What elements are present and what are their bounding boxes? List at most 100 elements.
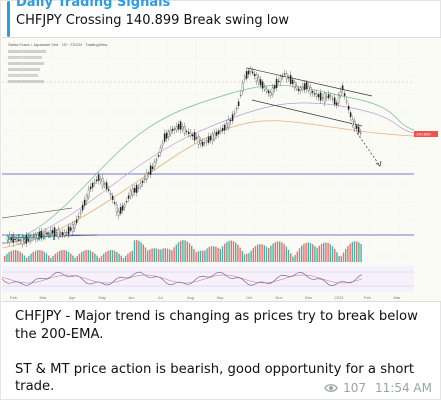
volume-bar bbox=[309, 243, 312, 262]
candle-body bbox=[359, 132, 362, 134]
volume-bar bbox=[105, 251, 107, 262]
volume-bar bbox=[164, 248, 166, 262]
candle-body bbox=[337, 94, 340, 104]
time-axis-label: Nov bbox=[276, 295, 283, 300]
candle-body bbox=[239, 94, 242, 96]
candle-body bbox=[309, 87, 312, 94]
candle-body bbox=[14, 239, 16, 240]
candle-body bbox=[257, 77, 260, 84]
volume-bar bbox=[50, 257, 52, 262]
volume-bar bbox=[109, 250, 111, 262]
volume-bar bbox=[153, 248, 155, 262]
volume-bar bbox=[89, 250, 92, 262]
volume-bar bbox=[327, 242, 329, 262]
volume-bar bbox=[30, 253, 32, 262]
candle-body bbox=[107, 189, 110, 191]
candle-body bbox=[67, 226, 70, 235]
reply-preview-text[interactable]: CHFJPY Crossing 140.899 Break swing low bbox=[16, 13, 289, 28]
candle-body bbox=[221, 127, 224, 131]
volume-bar bbox=[166, 248, 169, 262]
candle-body bbox=[199, 140, 202, 144]
candle-body bbox=[34, 234, 37, 240]
chart-image[interactable]: Swiss Franc / Japanese Yen · 1D · FXCM ·… bbox=[2, 37, 441, 302]
volume-bar bbox=[250, 250, 252, 262]
candle-body bbox=[129, 190, 132, 196]
volume-bar bbox=[259, 244, 261, 262]
candle-body bbox=[181, 126, 184, 130]
candle-body bbox=[133, 188, 136, 193]
volume-bar bbox=[140, 242, 142, 262]
projection-arrow bbox=[356, 132, 381, 167]
candle-body bbox=[241, 82, 244, 92]
candle-body bbox=[89, 186, 92, 190]
volume-bar bbox=[131, 250, 133, 262]
candle-body bbox=[139, 183, 142, 187]
candle-body bbox=[217, 130, 220, 135]
candle-body bbox=[341, 85, 344, 91]
volume-bar bbox=[331, 246, 334, 262]
candle-body bbox=[215, 131, 218, 136]
candle-body bbox=[275, 78, 278, 89]
volume-bar bbox=[133, 240, 136, 262]
candle-body bbox=[155, 159, 158, 161]
volume-bar bbox=[257, 244, 259, 262]
candle-body bbox=[251, 71, 254, 74]
volume-bar bbox=[276, 241, 279, 262]
volume-bar bbox=[177, 242, 180, 262]
candle-body bbox=[273, 85, 276, 89]
candle-body bbox=[73, 223, 76, 229]
candle-body bbox=[159, 147, 162, 153]
candle-body bbox=[53, 236, 55, 240]
time-axis-label: 2023 bbox=[335, 295, 345, 300]
volume-bar bbox=[329, 244, 331, 262]
candle-body bbox=[183, 126, 186, 134]
candle-body bbox=[317, 94, 320, 98]
volume-bar bbox=[54, 253, 56, 262]
volume-bar bbox=[59, 250, 61, 262]
time-axis-label: Jun bbox=[128, 295, 134, 300]
candle-body bbox=[311, 91, 314, 93]
volume-bar bbox=[283, 244, 285, 262]
channel-name[interactable]: Daily Trading Signals bbox=[16, 0, 171, 10]
volume-bar bbox=[162, 248, 164, 262]
reply-accent-bar bbox=[7, 1, 10, 37]
time-axis-label: Aug bbox=[187, 295, 194, 300]
volume-bar bbox=[358, 242, 360, 262]
volume-bar bbox=[23, 255, 26, 262]
candle-body bbox=[79, 211, 82, 214]
volume-bar bbox=[111, 250, 114, 262]
candle-body bbox=[267, 90, 270, 94]
candle-body bbox=[125, 201, 128, 203]
volume-bar bbox=[155, 248, 158, 262]
volume-bar bbox=[186, 241, 188, 262]
volume-bar bbox=[61, 250, 63, 262]
candle-body bbox=[97, 174, 100, 181]
candle-body bbox=[153, 161, 156, 167]
candle-body bbox=[85, 195, 88, 202]
volume-bar bbox=[279, 241, 281, 262]
candle-body bbox=[83, 199, 86, 206]
volume-bar bbox=[87, 250, 89, 262]
oscillator-panel bbox=[2, 266, 414, 292]
candle-body bbox=[207, 136, 210, 143]
candle-body bbox=[285, 73, 288, 80]
volume-bar bbox=[202, 250, 204, 262]
candle-body bbox=[115, 204, 118, 213]
candle-body bbox=[197, 136, 200, 145]
volume-bar bbox=[312, 244, 314, 262]
volume-bar bbox=[210, 246, 213, 262]
volume-bar bbox=[127, 253, 129, 262]
candle-body bbox=[315, 93, 318, 97]
candle-body bbox=[327, 94, 330, 99]
volume-bar bbox=[285, 246, 287, 262]
volume-bar bbox=[10, 250, 12, 262]
candlesticks bbox=[6, 65, 362, 248]
candle-body bbox=[243, 76, 246, 80]
candle-body bbox=[87, 189, 90, 198]
volume-bar bbox=[37, 250, 39, 262]
volume-bar bbox=[63, 250, 65, 262]
message-meta: 107 11:54 AM bbox=[324, 381, 432, 395]
candle-body bbox=[33, 234, 35, 238]
candle-body bbox=[339, 91, 342, 97]
candle-body bbox=[291, 79, 294, 84]
